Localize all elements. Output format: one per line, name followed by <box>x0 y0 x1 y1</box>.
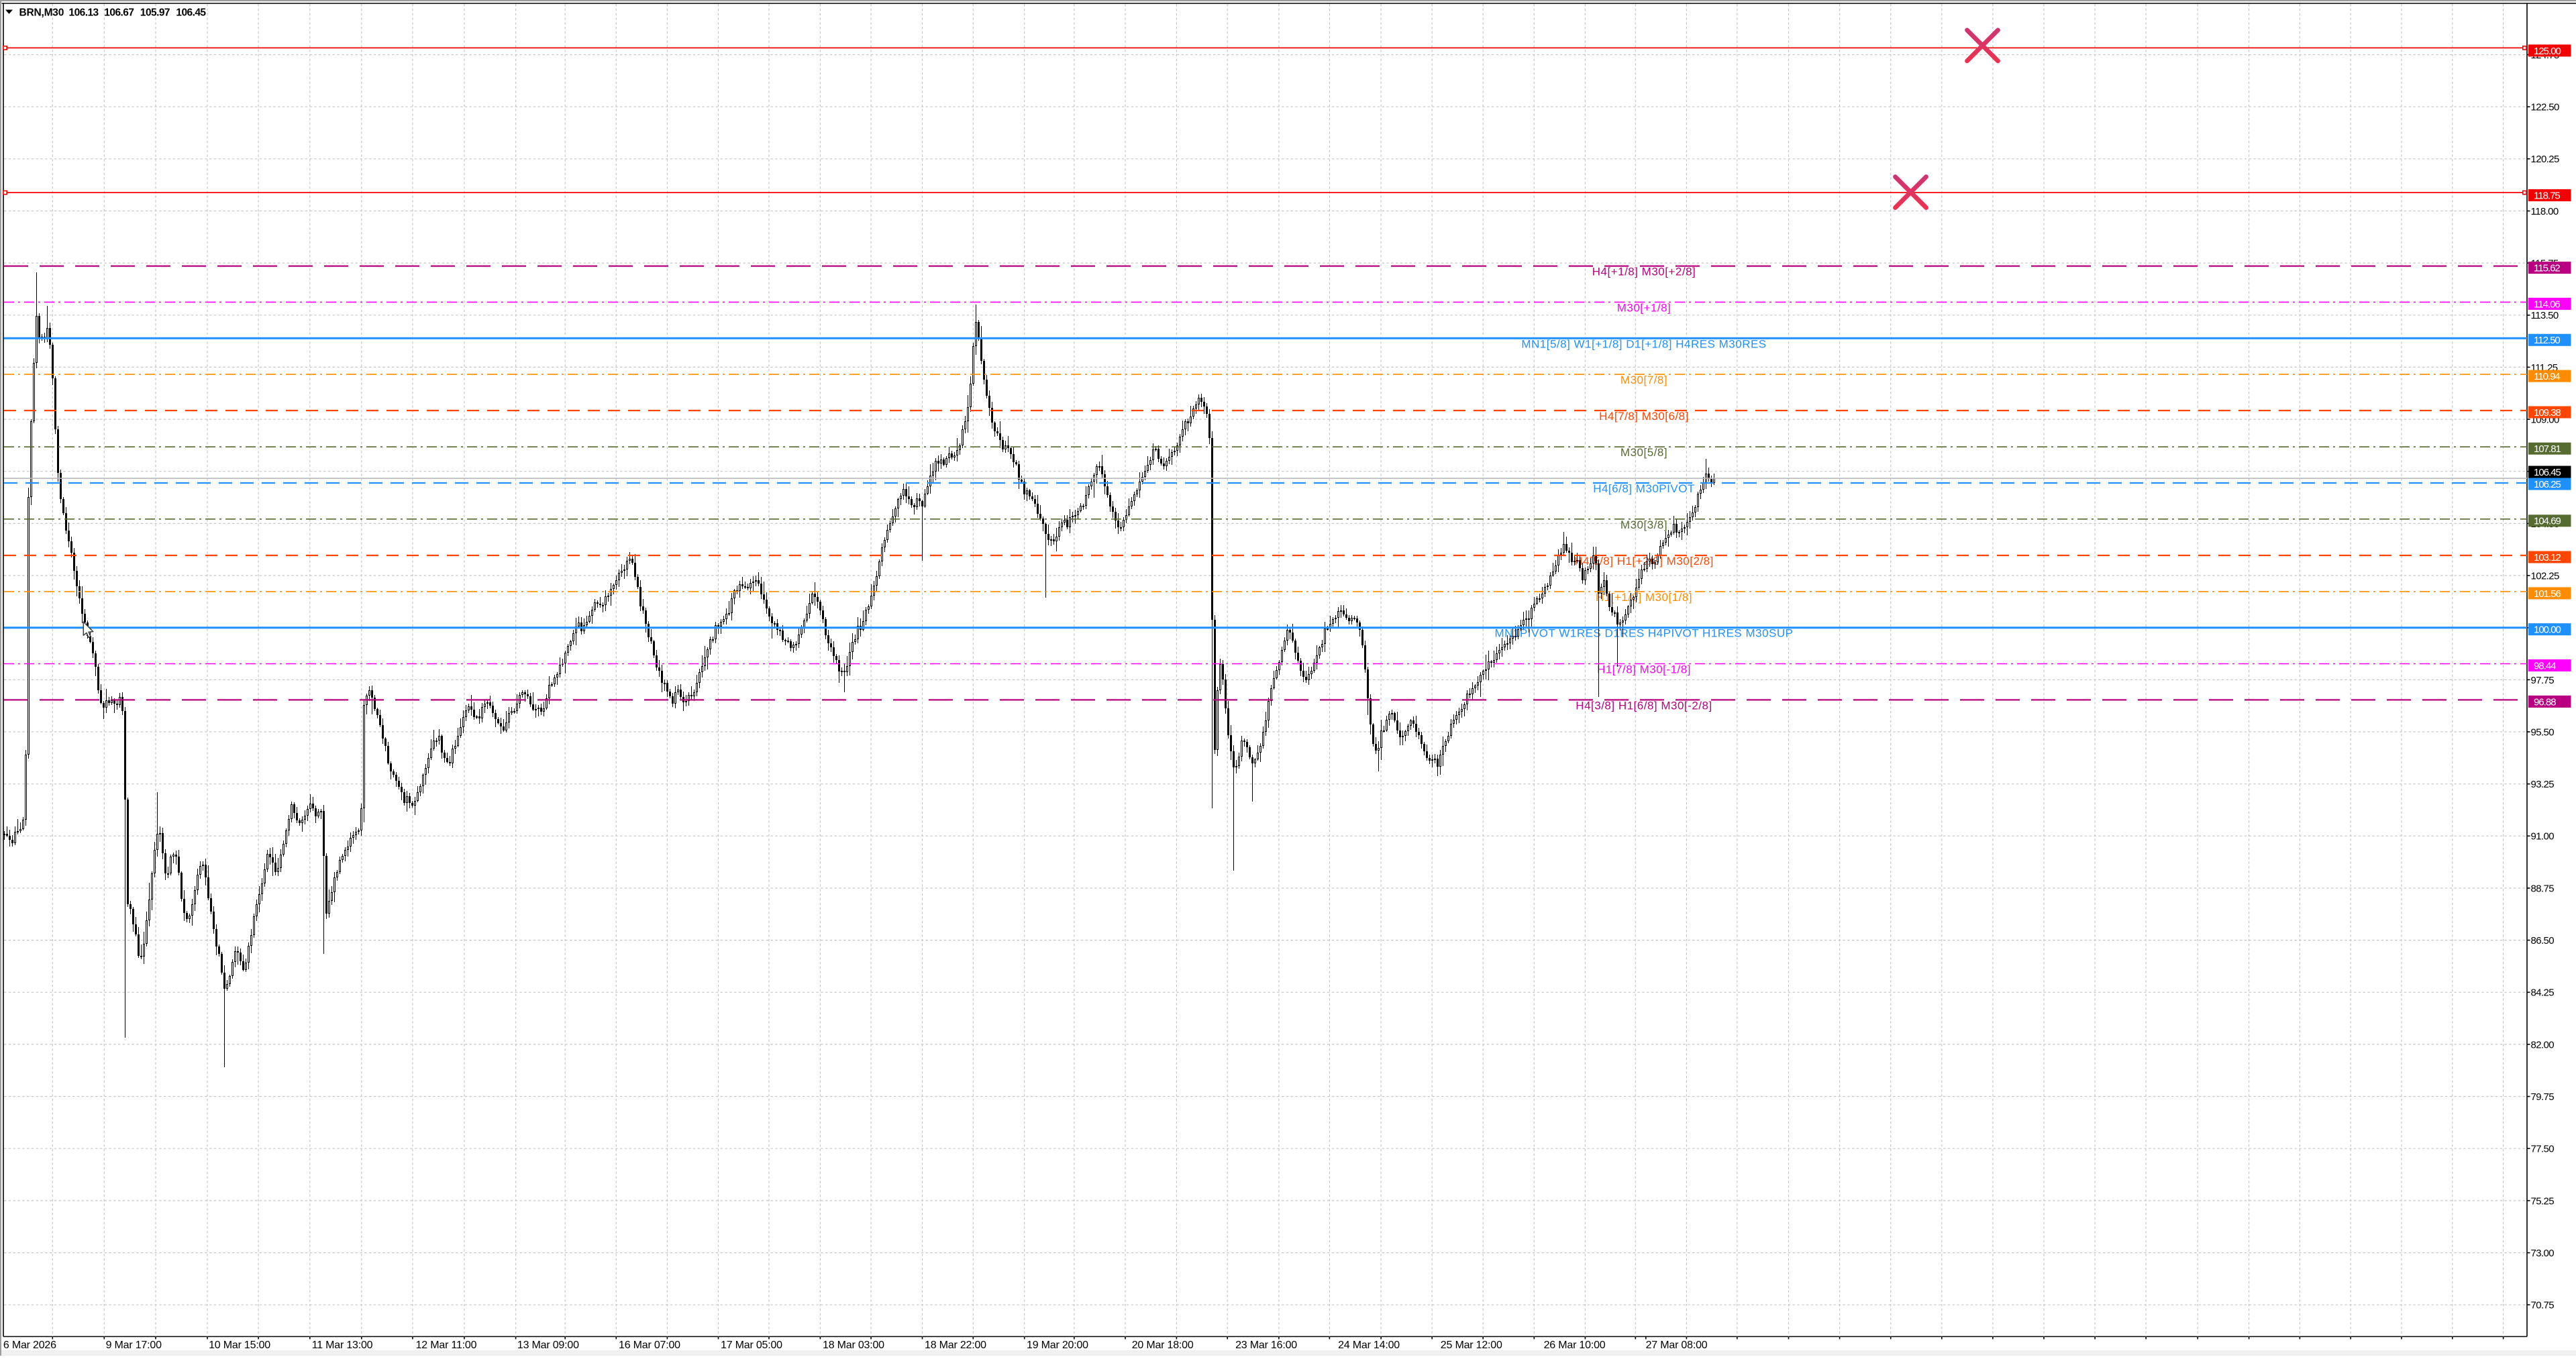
svg-text:BRN,M30: BRN,M30 <box>19 7 64 18</box>
svg-text:86.50: 86.50 <box>2531 935 2555 946</box>
svg-text:H1[7/8] M30[-1/8]: H1[7/8] M30[-1/8] <box>1597 663 1691 676</box>
svg-text:115.62: 115.62 <box>2534 263 2560 274</box>
svg-text:M30[5/8]: M30[5/8] <box>1620 446 1667 459</box>
svg-text:104.69: 104.69 <box>2534 516 2561 527</box>
svg-text:73.00: 73.00 <box>2531 1248 2555 1259</box>
svg-text:118.75: 118.75 <box>2534 191 2560 202</box>
svg-text:M30[+1/8]: M30[+1/8] <box>1617 301 1671 314</box>
svg-text:101.56: 101.56 <box>2534 588 2561 600</box>
svg-text:70.75: 70.75 <box>2531 1300 2555 1311</box>
svg-text:95.50: 95.50 <box>2531 726 2555 738</box>
svg-text:114.06: 114.06 <box>2534 298 2560 310</box>
svg-text:M30[7/8]: M30[7/8] <box>1620 374 1667 386</box>
svg-text:106.45: 106.45 <box>2534 467 2561 478</box>
svg-text:96.88: 96.88 <box>2534 696 2556 708</box>
svg-text:122.50: 122.50 <box>2531 102 2560 113</box>
svg-text:27 Mar 08:00: 27 Mar 08:00 <box>1646 1340 1708 1351</box>
svg-text:16 Mar 07:00: 16 Mar 07:00 <box>619 1340 680 1351</box>
svg-text:107.81: 107.81 <box>2534 443 2561 455</box>
svg-text:105.97: 105.97 <box>140 7 170 18</box>
svg-text:125.00: 125.00 <box>2534 46 2561 57</box>
svg-text:91.00: 91.00 <box>2531 831 2555 842</box>
svg-text:18 Mar 22:00: 18 Mar 22:00 <box>925 1340 986 1351</box>
svg-text:77.50: 77.50 <box>2531 1144 2555 1155</box>
svg-text:98.44: 98.44 <box>2534 660 2556 671</box>
svg-text:13 Mar 09:00: 13 Mar 09:00 <box>517 1340 579 1351</box>
svg-text:75.25: 75.25 <box>2531 1195 2555 1207</box>
svg-text:H1[+1/8] M30[1/8]: H1[+1/8] M30[1/8] <box>1596 591 1692 604</box>
svg-text:24 Mar 14:00: 24 Mar 14:00 <box>1338 1340 1400 1351</box>
svg-text:106.67: 106.67 <box>104 7 134 18</box>
svg-text:106.45: 106.45 <box>176 7 206 18</box>
svg-text:12 Mar 11:00: 12 Mar 11:00 <box>416 1340 477 1351</box>
svg-text:109.38: 109.38 <box>2534 407 2561 419</box>
svg-text:79.75: 79.75 <box>2531 1091 2555 1103</box>
svg-text:120.25: 120.25 <box>2531 154 2560 165</box>
svg-text:102.25: 102.25 <box>2531 570 2560 582</box>
svg-text:H4[6/8] M30PIVOT: H4[6/8] M30PIVOT <box>1593 482 1695 495</box>
svg-text:6 Mar 2026: 6 Mar 2026 <box>3 1340 56 1351</box>
svg-text:106.13: 106.13 <box>69 7 99 18</box>
svg-text:H4[3/8] H1[6/8] M30[-2/8]: H4[3/8] H1[6/8] M30[-2/8] <box>1576 699 1712 712</box>
svg-text:19 Mar 20:00: 19 Mar 20:00 <box>1027 1340 1088 1351</box>
svg-text:10 Mar 15:00: 10 Mar 15:00 <box>209 1340 270 1351</box>
svg-text:82.00: 82.00 <box>2531 1039 2555 1050</box>
svg-text:23 Mar 16:00: 23 Mar 16:00 <box>1235 1340 1297 1351</box>
svg-text:26 Mar 10:00: 26 Mar 10:00 <box>1544 1340 1606 1351</box>
svg-text:93.25: 93.25 <box>2531 779 2555 790</box>
svg-text:H4[7/8] M30[6/8]: H4[7/8] M30[6/8] <box>1599 410 1689 423</box>
svg-text:25 Mar 12:00: 25 Mar 12:00 <box>1441 1340 1502 1351</box>
svg-text:H4[+1/8] M30[+2/8]: H4[+1/8] M30[+2/8] <box>1592 266 1696 278</box>
svg-text:110.94: 110.94 <box>2534 371 2560 382</box>
svg-text:MN1PIVOT W1RES D1RES H4PIVOT H: MN1PIVOT W1RES D1RES H4PIVOT H1RES M30SU… <box>1495 627 1794 640</box>
svg-text:113.50: 113.50 <box>2531 310 2559 321</box>
svg-text:9 Mar 17:00: 9 Mar 17:00 <box>106 1340 162 1351</box>
svg-text:112.50: 112.50 <box>2534 335 2560 346</box>
svg-text:M30[3/8]: M30[3/8] <box>1620 519 1667 531</box>
svg-text:18 Mar 03:00: 18 Mar 03:00 <box>823 1340 884 1351</box>
svg-text:H4[5/8] H1[+2/8] M30[2/8]: H4[5/8] H1[+2/8] M30[2/8] <box>1574 555 1714 567</box>
svg-text:20 Mar 18:00: 20 Mar 18:00 <box>1132 1340 1194 1351</box>
svg-text:100.00: 100.00 <box>2534 624 2561 636</box>
svg-text:17 Mar 05:00: 17 Mar 05:00 <box>721 1340 782 1351</box>
svg-text:106.25: 106.25 <box>2534 479 2561 490</box>
svg-text:103.12: 103.12 <box>2534 552 2561 563</box>
svg-text:97.75: 97.75 <box>2531 675 2555 686</box>
svg-text:118.00: 118.00 <box>2531 206 2559 217</box>
svg-text:88.75: 88.75 <box>2531 883 2555 894</box>
svg-text:MN1[5/8] W1[+1/8] D1[+1/8] H4R: MN1[5/8] W1[+1/8] D1[+1/8] H4RES M30RES <box>1521 337 1766 350</box>
svg-text:11 Mar 13:00: 11 Mar 13:00 <box>312 1340 373 1351</box>
svg-text:84.25: 84.25 <box>2531 987 2555 999</box>
